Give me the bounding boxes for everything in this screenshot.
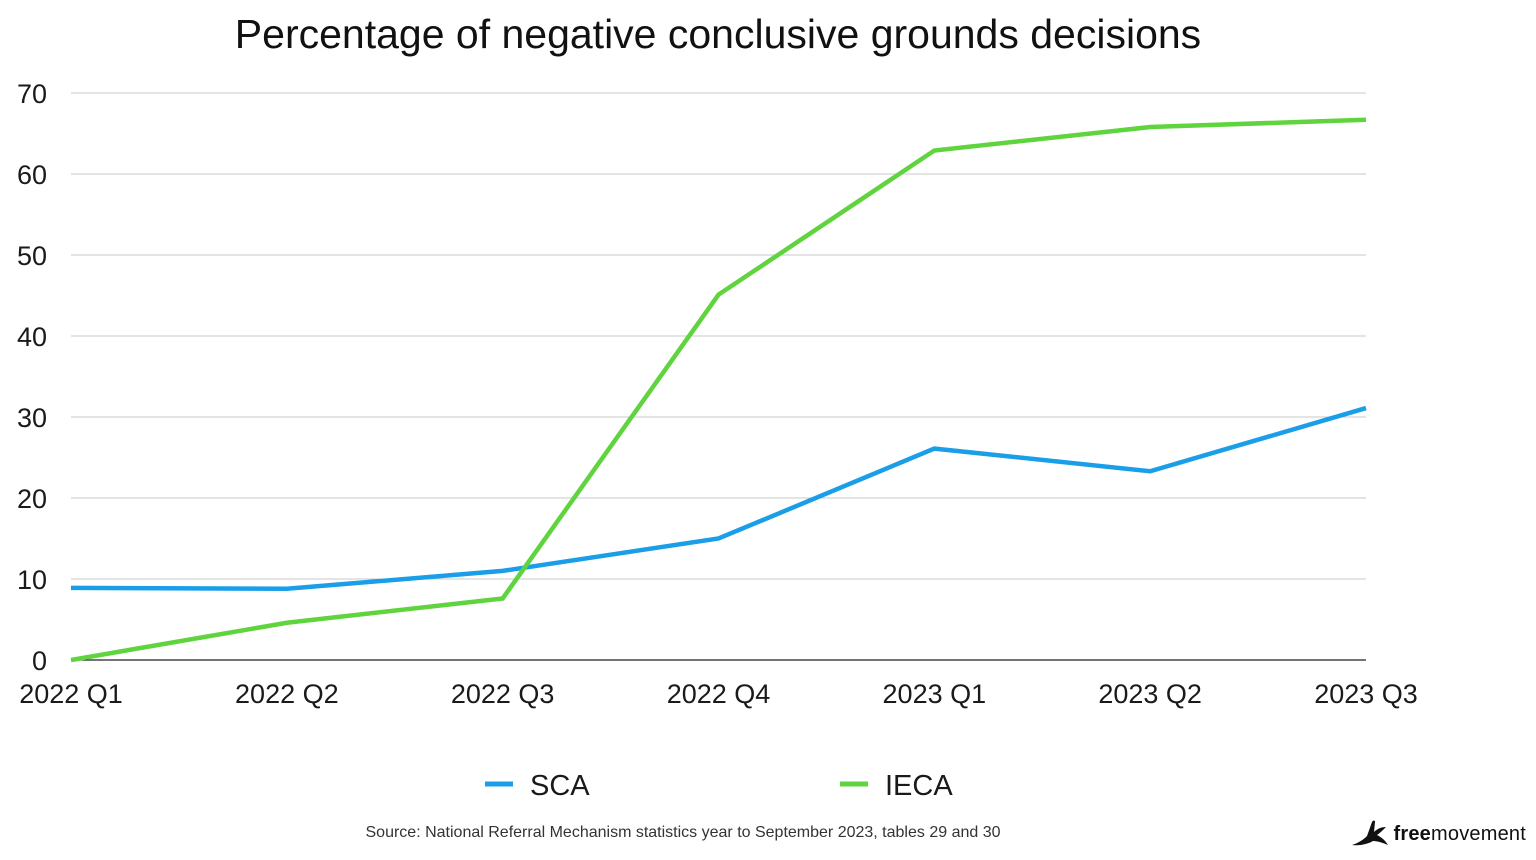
x-tick-label: 2022 Q3	[451, 679, 555, 709]
x-tick-label: 2023 Q2	[1098, 679, 1202, 709]
y-axis-ticks: 0 10 20 30 40 50 60 70	[17, 79, 47, 676]
y-tick-label: 60	[17, 160, 47, 190]
x-tick-label: 2022 Q2	[235, 679, 339, 709]
source-note: Source: National Referral Mechanism stat…	[366, 824, 1001, 841]
y-tick-label: 40	[17, 322, 47, 352]
x-tick-label: 2022 Q1	[19, 679, 123, 709]
x-tick-label: 2023 Q1	[883, 679, 987, 709]
y-tick-label: 20	[17, 484, 47, 514]
logo-text-regular: movement	[1431, 822, 1526, 845]
x-tick-label: 2022 Q4	[667, 679, 771, 709]
legend: SCA IECA	[485, 770, 953, 802]
gridlines	[71, 92, 1366, 661]
y-tick-label: 30	[17, 403, 47, 433]
freemovement-logo: freemovement	[1350, 818, 1526, 850]
y-tick-label: 10	[17, 565, 47, 595]
chart-title: Percentage of negative conclusive ground…	[235, 11, 1201, 57]
logo-text-bold: free	[1393, 822, 1432, 845]
y-tick-label: 70	[17, 79, 47, 109]
y-tick-label: 50	[17, 241, 47, 271]
series-lines	[70, 117, 1367, 663]
x-tick-label: 2023 Q3	[1314, 679, 1418, 709]
y-tick-label: 0	[32, 646, 47, 676]
bird-icon	[1351, 820, 1388, 846]
logo-text: freemovement	[1394, 823, 1526, 846]
legend-label-ieca: IECA	[885, 770, 953, 802]
x-axis-ticks: 2022 Q1 2022 Q2 2022 Q3 2022 Q4 2023 Q1 2023 …	[19, 679, 1418, 709]
legend-label-sca: SCA	[530, 770, 590, 802]
